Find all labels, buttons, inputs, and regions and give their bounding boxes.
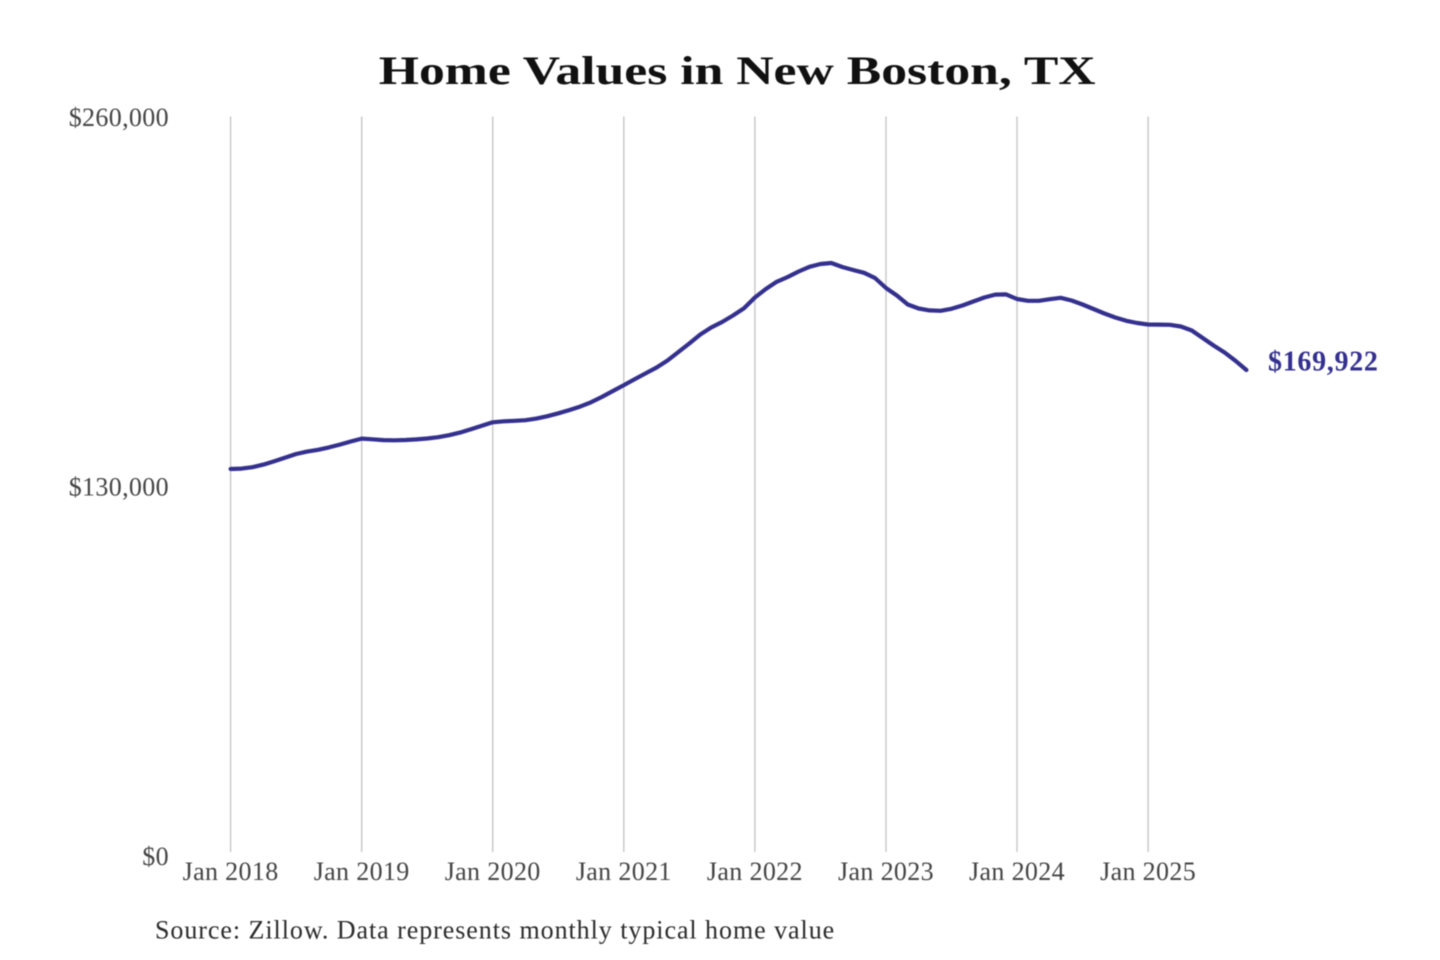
svg-text:Jan 2025: Jan 2025 <box>1100 857 1196 886</box>
svg-text:$260,000: $260,000 <box>69 103 169 132</box>
svg-text:Jan 2023: Jan 2023 <box>838 857 934 886</box>
svg-text:Jan 2018: Jan 2018 <box>183 857 279 886</box>
svg-text:Jan 2021: Jan 2021 <box>576 857 672 886</box>
svg-text:Jan 2020: Jan 2020 <box>445 857 541 886</box>
svg-text:Jan 2019: Jan 2019 <box>314 857 410 886</box>
svg-text:$130,000: $130,000 <box>69 473 169 502</box>
svg-text:$169,922: $169,922 <box>1268 346 1379 377</box>
svg-text:$0: $0 <box>142 842 169 871</box>
svg-text:Source: Zillow. Data represent: Source: Zillow. Data represents monthly … <box>155 915 835 944</box>
svg-text:Jan 2022: Jan 2022 <box>707 857 803 886</box>
svg-text:Jan 2024: Jan 2024 <box>969 857 1065 886</box>
svg-text:Home Values in New Boston, TX: Home Values in New Boston, TX <box>379 48 1096 92</box>
